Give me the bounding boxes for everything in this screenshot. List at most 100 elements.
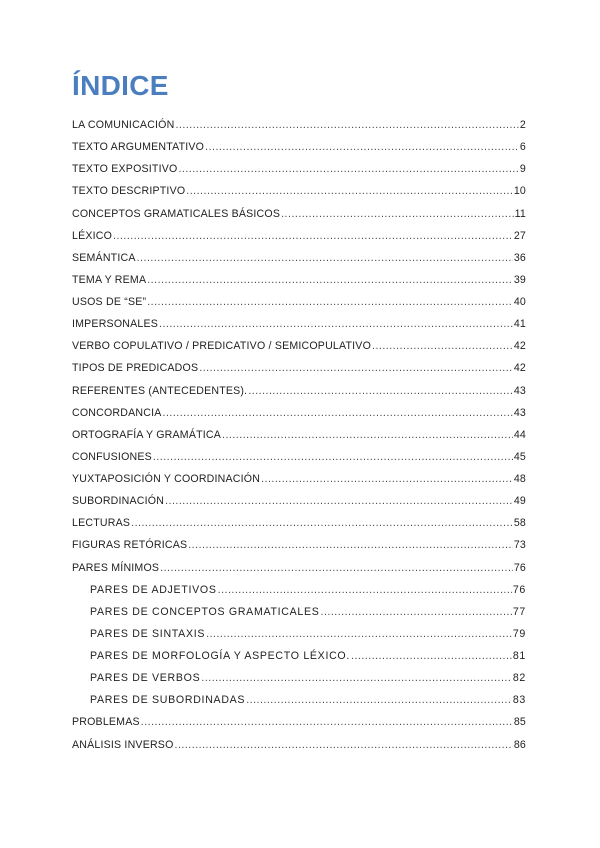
toc-entry[interactable]: PARES DE SINTAXIS 79 (72, 628, 526, 650)
toc-entry-label: PARES DE SUBORDINADAS (90, 694, 246, 707)
dot-leader (137, 252, 513, 264)
dot-leader (261, 473, 513, 485)
toc-entry-page: 81 (512, 650, 526, 662)
toc-entry-page: 73 (513, 539, 526, 552)
dot-leader (163, 407, 513, 419)
toc-entry-page: 76 (513, 561, 526, 574)
dot-leader (321, 606, 512, 618)
toc-entry[interactable]: LECTURAS 58 (72, 517, 526, 539)
toc-entry[interactable]: PARES DE CONCEPTOS GRAMATICALES 77 (72, 606, 526, 628)
dot-leader (165, 495, 513, 507)
toc-entry-page: 86 (513, 738, 526, 751)
toc-entry[interactable]: SEMÁNTICA 36 (72, 252, 526, 274)
toc-entry-label: LA COMUNICACIÓN (72, 119, 175, 131)
toc-entry-page: 83 (512, 694, 526, 707)
toc-entry-label: CONFUSIONES (72, 450, 152, 463)
toc-entry[interactable]: PARES DE SUBORDINADAS 83 (72, 694, 526, 716)
toc-entry-label: SEMÁNTICA (72, 251, 136, 264)
toc-entry[interactable]: VERBO COPULATIVO / PREDICATIVO / SEMICOP… (72, 340, 526, 362)
toc-entry-label: PARES DE CONCEPTOS GRAMATICALES (90, 605, 320, 618)
dot-leader (113, 230, 513, 242)
toc-entry[interactable]: CONCORDANCIA 43 (72, 407, 526, 429)
toc-entry[interactable]: PARES MÍNIMOS 76 (72, 562, 526, 584)
toc-entry-label: YUXTAPOSICIÓN Y COORDINACIÓN (72, 473, 261, 485)
toc-entry[interactable]: ORTOGRAFÍA Y GRAMÁTICA 44 (72, 429, 526, 451)
toc-entry[interactable]: TEXTO ARGUMENTATIVO 6 (72, 141, 526, 163)
toc-entry-page: 79 (512, 627, 526, 640)
dot-leader (178, 163, 518, 175)
toc-entry[interactable]: PARES DE VERBOS 82 (72, 672, 526, 694)
toc-entry-label: TEXTO ARGUMENTATIVO (72, 141, 205, 154)
toc-entry-label: CONCEPTOS GRAMATICALES BÁSICOS (72, 207, 281, 220)
dot-leader (186, 185, 513, 197)
dot-leader (159, 318, 513, 330)
dot-leader (160, 562, 513, 574)
page-title: ÍNDICE (72, 70, 169, 101)
toc-entry-label: PARES MÍNIMOS (72, 561, 160, 574)
dot-leader (199, 362, 513, 374)
dot-leader (131, 517, 513, 529)
toc-entry-page: 76 (512, 583, 526, 596)
toc-entry-page: 9 (519, 163, 526, 176)
toc-entry-label: TEXTO EXPOSITIVO (72, 163, 178, 176)
toc-entry[interactable]: TEMA Y REMA 39 (72, 274, 526, 296)
dot-leader (153, 451, 513, 463)
toc-entry-page: 10 (513, 185, 526, 198)
toc-entry-page: 40 (513, 296, 526, 308)
toc-entry-page: 41 (513, 318, 526, 331)
toc-entry-label: CONCORDANCIA (72, 406, 162, 419)
toc-entry[interactable]: LA COMUNICACIÓN 2 (72, 119, 526, 141)
dot-leader (246, 694, 512, 706)
toc-entry-label: PARES DE SINTAXIS (90, 627, 206, 640)
toc-entry-label: VERBO COPULATIVO / PREDICATIVO / SEMICOP… (72, 340, 372, 353)
toc-entry[interactable]: SUBORDINACIÓN 49 (72, 495, 526, 517)
toc-entry[interactable]: YUXTAPOSICIÓN Y COORDINACIÓN 48 (72, 473, 526, 495)
toc-entry-label: SUBORDINACIÓN (72, 495, 165, 508)
toc-entry[interactable]: PARES DE ADJETIVOS 76 (72, 584, 526, 606)
toc-entry-page: 42 (513, 340, 526, 353)
dot-leader (175, 739, 513, 751)
toc-entry-page: 49 (513, 495, 526, 508)
toc-entry[interactable]: PROBLEMAS 85 (72, 716, 526, 738)
dot-leader (248, 385, 513, 397)
toc-entry[interactable]: TIPOS DE PREDICADOS 42 (72, 362, 526, 384)
toc-entry-label: PARES DE MORFOLOGÍA Y ASPECTO LÉXICO. (90, 650, 351, 662)
dot-leader (205, 141, 519, 153)
toc-entry-label: REFERENTES (ANTECEDENTES). (72, 384, 248, 397)
toc-entry[interactable]: FIGURAS RETÓRICAS 73 (72, 539, 526, 561)
toc-entry[interactable]: PARES DE MORFOLOGÍA Y ASPECTO LÉXICO. 81 (72, 650, 526, 672)
dot-leader (281, 208, 513, 220)
toc-entry[interactable]: CONCEPTOS GRAMATICALES BÁSICOS 11 (72, 208, 526, 230)
toc-entry-page: 85 (513, 716, 526, 729)
toc-entry[interactable]: CONFUSIONES 45 (72, 451, 526, 473)
toc-entry[interactable]: ANÁLISIS INVERSO 86 (72, 739, 526, 761)
toc-entry-label: FIGURAS RETÓRICAS (72, 539, 188, 552)
dot-leader (141, 716, 513, 728)
toc-entry-label: TIPOS DE PREDICADOS (72, 362, 199, 375)
toc-entry-page: 48 (513, 473, 526, 485)
toc-entry[interactable]: IMPERSONALES 41 (72, 318, 526, 340)
toc-entry-page: 42 (513, 362, 526, 375)
toc-entry[interactable]: LÉXICO 27 (72, 230, 526, 252)
toc-entry-label: IMPERSONALES (72, 318, 158, 331)
toc-entry-label: PROBLEMAS (72, 716, 140, 729)
dot-leader (175, 119, 518, 131)
toc-entry-label: PARES DE ADJETIVOS (90, 583, 217, 596)
toc-entry-page: 2 (519, 119, 526, 131)
toc-entry[interactable]: USOS DE “SE” 40 (72, 296, 526, 318)
dot-leader (222, 429, 513, 441)
toc-entry-label: ORTOGRAFÍA Y GRAMÁTICA (72, 428, 222, 441)
toc-entry[interactable]: TEXTO DESCRIPTIVO 10 (72, 185, 526, 207)
dot-leader (188, 539, 513, 551)
toc-entry-label: ANÁLISIS INVERSO (72, 738, 174, 751)
toc-entry[interactable]: TEXTO EXPOSITIVO 9 (72, 163, 526, 185)
toc-entry-page: 43 (513, 384, 526, 397)
dot-leader (147, 296, 513, 308)
toc-entry-page: 36 (513, 251, 526, 264)
toc-entry[interactable]: REFERENTES (ANTECEDENTES). 43 (72, 385, 526, 407)
dot-leader (351, 650, 512, 662)
toc-entry-label: LÉXICO (72, 229, 113, 242)
dot-leader (147, 274, 513, 286)
dot-leader (218, 584, 512, 596)
toc-entry-page: 77 (512, 605, 526, 618)
